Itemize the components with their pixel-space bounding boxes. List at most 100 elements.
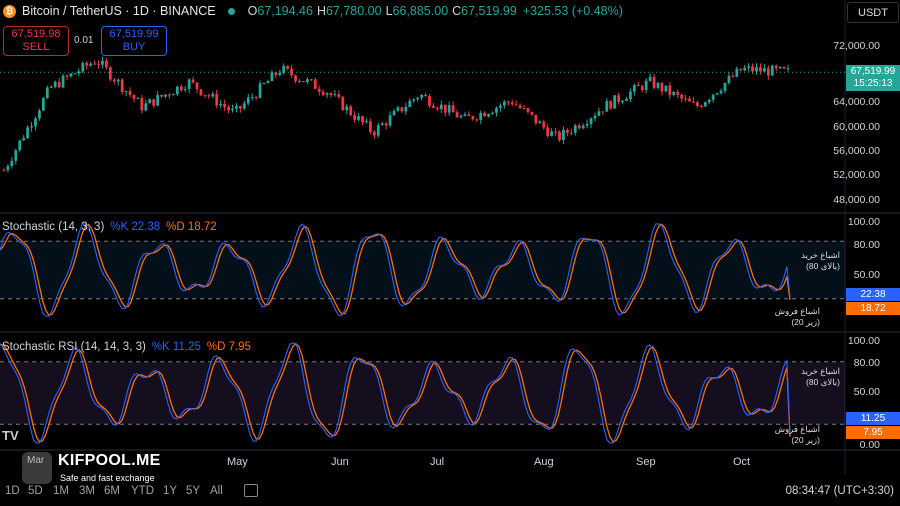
stochastic-k-value: 22.38 — [846, 288, 900, 301]
candle-body — [258, 83, 262, 98]
timeframe-5y[interactable]: 5Y — [186, 485, 201, 497]
candle-body — [554, 131, 557, 133]
candle-body — [514, 104, 518, 106]
stochastic-tick: 50.00 — [853, 269, 880, 281]
buy-label: BUY — [122, 41, 146, 53]
calendar-icon[interactable] — [244, 484, 258, 497]
candle-body — [581, 125, 585, 129]
sell-button[interactable]: 67,519.98 SELL — [3, 26, 69, 56]
candle-body — [298, 80, 301, 82]
timeframe-ytd[interactable]: YTD — [131, 485, 154, 497]
currency-selector[interactable]: USDT — [847, 2, 899, 23]
candle-body — [270, 72, 274, 82]
timeframe-1y[interactable]: 1Y — [163, 485, 178, 497]
percent-d-line — [0, 342, 791, 443]
stochastic-d-value: 18.72 — [846, 302, 900, 315]
candle-body — [589, 118, 593, 124]
current-price-tag: 67,519.99 15:25:13 — [846, 65, 900, 91]
candle-body — [156, 94, 160, 106]
candle-body — [369, 121, 372, 132]
candle-body — [164, 94, 167, 97]
candle-body — [250, 97, 254, 99]
candle-body — [719, 90, 723, 94]
candle-body — [14, 150, 18, 161]
candle-body — [751, 66, 754, 72]
tradingview-logo-icon: TV — [2, 428, 19, 443]
stochastic-d-legend: %D 18.72 — [166, 221, 217, 233]
candle-body — [577, 125, 581, 129]
timeframe-6m[interactable]: 6M — [104, 485, 120, 497]
watermark-tagline: Safe and fast exchange — [60, 473, 155, 483]
candle-body — [573, 125, 577, 133]
candle-body — [388, 115, 392, 126]
candle-body — [168, 94, 171, 96]
symbol-header[interactable]: ₿ Bitcoin / TetherUS · 1D · BINANCE O67,… — [0, 2, 623, 20]
market-open-icon — [227, 7, 235, 15]
candle-body — [41, 98, 45, 111]
oscillator-band — [0, 241, 845, 299]
candle-body — [45, 87, 49, 99]
candle-body — [782, 66, 786, 69]
candle-body — [392, 110, 396, 116]
candle-body — [89, 63, 93, 66]
candle-body — [731, 75, 735, 77]
symbol-title[interactable]: Bitcoin / TetherUS · 1D · BINANCE — [22, 4, 216, 18]
candle-body — [172, 94, 175, 96]
candle-body — [365, 121, 368, 123]
percent-k-line — [0, 342, 791, 444]
candle-body — [562, 129, 565, 141]
candle-body — [361, 116, 364, 123]
stochastic-pane — [0, 223, 845, 317]
candle-body — [69, 73, 73, 77]
candle-body — [636, 85, 640, 87]
candle-body — [428, 96, 431, 106]
timeframe-1m[interactable]: 1M — [53, 485, 69, 497]
candle-body — [522, 107, 526, 109]
candle-body — [85, 62, 89, 66]
candle-body — [743, 67, 747, 71]
stochastic-rsi-d-legend: %D 7.95 — [206, 341, 251, 353]
candle-body — [632, 85, 636, 92]
candle-body — [439, 104, 443, 110]
candle-body — [357, 116, 360, 120]
candle-body — [22, 138, 26, 141]
candle-body — [183, 89, 187, 91]
kifpool-logo-icon — [22, 452, 52, 484]
current-price: 67,519.99 — [850, 66, 896, 77]
clock[interactable]: 08:34:47 (UTC+3:30) — [785, 485, 894, 497]
candle-body — [672, 92, 676, 95]
timeframe-all[interactable]: All — [210, 485, 223, 497]
candles-series — [0, 56, 845, 173]
candle-body — [372, 131, 376, 136]
stochastic-rsi-tick: 100.00 — [847, 335, 880, 347]
candle-body — [305, 79, 309, 82]
candle-body — [191, 79, 195, 83]
buy-button[interactable]: 67,519.99 BUY — [101, 26, 167, 56]
spread-value: 0.01 — [74, 35, 94, 46]
timeframe-1d[interactable]: 1D — [5, 485, 20, 497]
candle-body — [57, 81, 61, 88]
candle-body — [6, 166, 10, 171]
candle-body — [254, 97, 258, 99]
candle-body — [778, 66, 782, 69]
stochastic-rsi-pane — [0, 342, 845, 444]
candle-body — [609, 101, 613, 109]
candle-body — [49, 86, 53, 88]
candle-body — [26, 127, 29, 139]
candle-body — [715, 93, 719, 95]
candle-body — [65, 75, 69, 77]
candle-body — [384, 123, 388, 126]
candle-body — [479, 112, 483, 120]
candle-body — [652, 76, 656, 88]
timeframe-5d[interactable]: 5D — [28, 485, 43, 497]
timeframe-3m[interactable]: 3M — [79, 485, 95, 497]
candle-body — [455, 112, 459, 118]
bitcoin-icon: ₿ — [3, 4, 16, 18]
stochastic-legend[interactable]: Stochastic (14, 3, 3) %K 22.38 %D 18.72 — [2, 221, 217, 233]
stochastic-rsi-tick: 80.00 — [853, 357, 880, 369]
candle-body — [467, 114, 471, 117]
stochastic-rsi-legend[interactable]: Stochastic RSI (14, 14, 3, 3) %K 11.25 %D … — [2, 341, 251, 353]
candle-body — [274, 72, 278, 76]
candle-body — [140, 98, 144, 111]
